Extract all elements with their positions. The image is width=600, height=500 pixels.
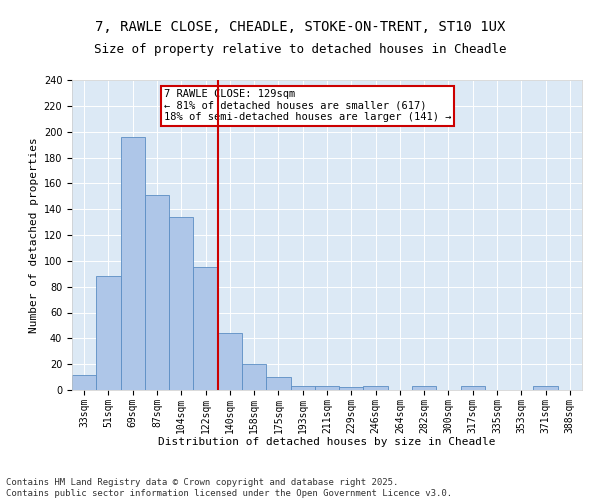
Bar (96, 276, 121, 390)
Text: 7, RAWLE CLOSE, CHEADLE, STOKE-ON-TRENT, ST10 1UX: 7, RAWLE CLOSE, CHEADLE, STOKE-ON-TRENT,… (95, 20, 505, 34)
Text: 7 RAWLE CLOSE: 129sqm
← 81% of detached houses are smaller (617)
18% of semi-det: 7 RAWLE CLOSE: 129sqm ← 81% of detached … (164, 90, 451, 122)
Bar (315, 386, 339, 390)
Text: Contains HM Land Registry data © Crown copyright and database right 2025.
Contai: Contains HM Land Registry data © Crown c… (6, 478, 452, 498)
Bar (242, 364, 266, 390)
Text: Size of property relative to detached houses in Cheadle: Size of property relative to detached ho… (94, 42, 506, 56)
Bar (193, 268, 218, 390)
Bar (290, 386, 315, 390)
Bar (364, 386, 388, 390)
Bar (169, 217, 193, 390)
X-axis label: Distribution of detached houses by size in Cheadle: Distribution of detached houses by size … (158, 437, 496, 447)
Bar (339, 388, 364, 390)
Bar (266, 377, 290, 390)
Bar (461, 386, 485, 390)
Bar (145, 195, 169, 390)
Bar (218, 333, 242, 390)
Bar (412, 386, 436, 390)
Bar (533, 386, 558, 390)
Bar (72, 374, 96, 390)
Y-axis label: Number of detached properties: Number of detached properties (29, 137, 40, 333)
Bar (121, 137, 145, 390)
